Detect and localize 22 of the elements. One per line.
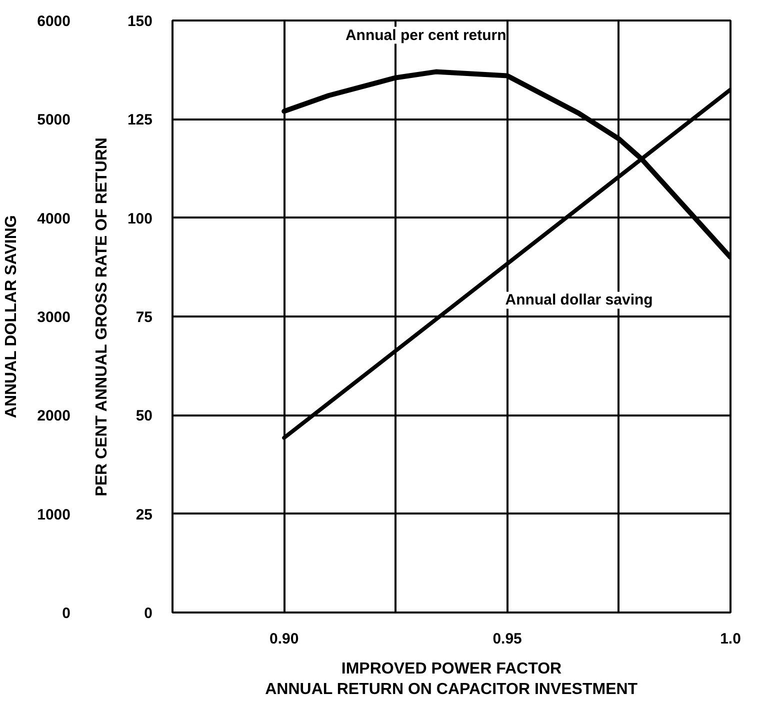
y2-tick-label: 4000 bbox=[37, 210, 71, 228]
y2-tick-label: 6000 bbox=[37, 13, 71, 30]
y-tick-label: 100 bbox=[127, 210, 153, 228]
y-tick-label: 0 bbox=[144, 605, 152, 622]
y-tick-label: 150 bbox=[127, 13, 153, 30]
y-tick-label: 125 bbox=[127, 112, 153, 129]
y-tick-label: 50 bbox=[136, 408, 153, 425]
y2-tick-label: 3000 bbox=[37, 309, 71, 326]
x-tick-label: 0.95 bbox=[492, 630, 522, 648]
x-tick-label: 0.90 bbox=[270, 630, 299, 648]
y2-axis-title: ANNUAL DOLLAR SAVING bbox=[3, 215, 20, 418]
y2-tick-label: 1000 bbox=[37, 506, 71, 524]
y-tick-label: 75 bbox=[136, 309, 153, 326]
x-axis-title: IMPROVED POWER FACTOR ANNUAL RETURN ON CAPACITOR INVESTMENT bbox=[265, 660, 638, 698]
y2-tick-label: 0 bbox=[62, 605, 70, 622]
y-tick-label: 25 bbox=[136, 506, 153, 524]
x-tick-label: 1.0 bbox=[720, 630, 741, 648]
series-label: Annual dollar saving bbox=[505, 292, 653, 309]
y-axis-title: PER CENT ANNUAL GROSS RATE OF RETURN bbox=[93, 138, 110, 496]
y2-tick-label: 2000 bbox=[37, 408, 71, 425]
y2-tick-label: 5000 bbox=[37, 112, 71, 129]
text: Annual per cent return bbox=[345, 26, 506, 44]
